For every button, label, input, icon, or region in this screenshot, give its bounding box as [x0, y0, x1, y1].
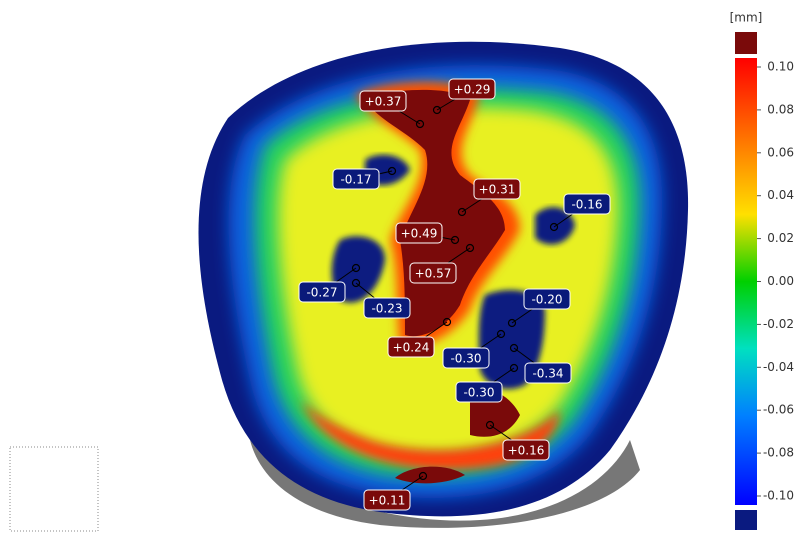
pin: [485, 420, 495, 430]
tick-label: -0.04: [763, 360, 794, 374]
pin: [351, 278, 361, 288]
tick-label: 0.04: [767, 188, 794, 202]
tick-label: 0.08: [767, 102, 794, 116]
label-text: +0.57: [415, 267, 452, 281]
tick-label: 0.00: [767, 274, 794, 288]
label-text: -0.16: [571, 198, 602, 212]
label-text: +0.31: [479, 183, 516, 197]
label-text: +0.24: [393, 341, 430, 355]
label-text: +0.11: [369, 494, 406, 508]
label-box: [409, 262, 457, 284]
pin: [432, 105, 442, 115]
pin: [418, 471, 428, 481]
label-box: [395, 222, 443, 244]
label-text: -0.30: [463, 386, 494, 400]
label-box: [363, 297, 411, 319]
tick-label: 0.10: [767, 60, 794, 74]
label-text: +0.16: [508, 444, 545, 458]
colorbar-ticks: 0.10 0.08 0.06 0.04 0.02 0.00 -0.02 -0.04 -0.06 -…: [757, 60, 794, 503]
label-text: -0.27: [306, 286, 337, 300]
annotation: -0.20: [507, 288, 571, 328]
annotation: +0.49: [395, 222, 460, 245]
colorbar-unit: [mm]: [730, 11, 763, 25]
annotation: -0.34: [509, 343, 572, 384]
annotation: +0.37: [359, 90, 425, 129]
label-box: [563, 193, 611, 215]
pin: [465, 243, 475, 253]
label-box: [524, 362, 572, 384]
pin: [415, 119, 425, 129]
shadow: [250, 440, 640, 528]
label-box: [473, 178, 521, 200]
colorbar-below: [735, 510, 757, 530]
label-box: [502, 439, 550, 461]
label-box: [359, 90, 407, 112]
annotation: -0.23: [351, 278, 411, 319]
pin: [496, 329, 506, 339]
pin: [549, 222, 559, 232]
annotation: -0.17: [332, 166, 397, 190]
pin: [442, 317, 452, 327]
annotation: -0.27: [298, 263, 361, 303]
label-box: [448, 78, 496, 100]
label-text: +0.49: [401, 227, 438, 241]
pin: [457, 207, 467, 217]
tick-label: 0.02: [767, 231, 794, 245]
label-box: [298, 281, 346, 303]
colorbar-above: [735, 32, 757, 54]
annotation: -0.30: [455, 363, 519, 403]
pin: [509, 343, 519, 353]
label-box: [332, 168, 380, 190]
annotation-layer: +0.37 +0.29 -0.17 +0.31 -0.16 +0.49 +0.57 -0.27…: [298, 78, 611, 511]
pin: [450, 235, 460, 245]
tick-label: 0.06: [767, 145, 794, 159]
label-text: -0.20: [531, 293, 562, 307]
pin: [387, 166, 397, 176]
annotation: +0.16: [485, 420, 550, 461]
tick-label: -0.10: [763, 489, 794, 503]
tick-label: -0.06: [763, 403, 794, 417]
label-text: +0.29: [454, 83, 491, 97]
label-text: -0.30: [450, 352, 481, 366]
label-box: [442, 347, 490, 369]
annotation: +0.57: [409, 243, 475, 284]
label-box: [523, 288, 571, 310]
annotation: +0.29: [432, 78, 496, 115]
pin: [351, 263, 361, 273]
tick-label: -0.08: [763, 446, 794, 460]
label-box: [387, 336, 435, 358]
label-text: -0.34: [532, 367, 563, 381]
label-box: [455, 381, 503, 403]
annotation: +0.31: [457, 178, 521, 217]
colorbar: [735, 58, 757, 505]
pin: [507, 318, 517, 328]
label-box: [363, 489, 411, 511]
annotation: -0.16: [549, 193, 611, 232]
tick-label: -0.02: [763, 317, 794, 331]
annotation: +0.24: [387, 317, 452, 358]
annotation: +0.11: [363, 471, 428, 511]
pin: [509, 363, 519, 373]
label-text: -0.23: [371, 302, 402, 316]
viewport-frame: [9, 446, 99, 532]
label-text: +0.37: [365, 95, 402, 109]
annotation: -0.30: [442, 329, 506, 369]
label-text: -0.17: [340, 173, 371, 187]
